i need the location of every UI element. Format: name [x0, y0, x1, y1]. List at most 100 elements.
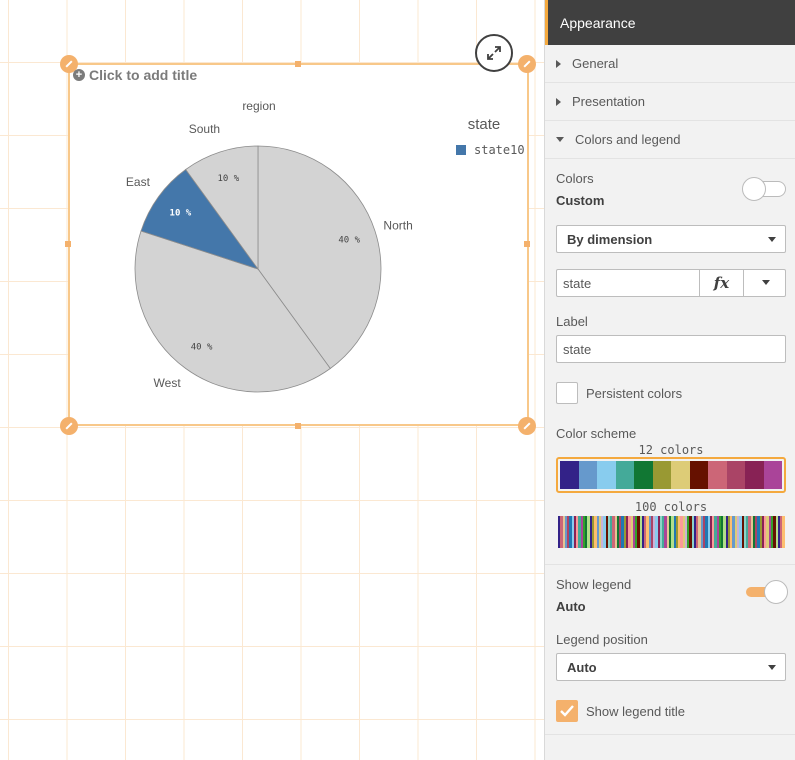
resize-handle-top-left[interactable] [60, 55, 78, 73]
scheme-color-stripe [619, 516, 622, 548]
section-general-label: General [572, 56, 619, 71]
fx-icon: fx [713, 274, 730, 292]
scheme-color-stripe [578, 461, 597, 489]
scheme-color-stripe [718, 516, 722, 548]
persistent-colors-checkbox[interactable] [556, 382, 578, 404]
scheme-color-stripe [560, 461, 579, 489]
scheme-color-stripe [708, 461, 727, 489]
scheme-color-stripe [730, 516, 733, 548]
resize-handle-bottom-left[interactable] [60, 417, 78, 435]
section-presentation[interactable]: Presentation [545, 83, 795, 121]
caret-right-icon [556, 59, 561, 68]
color-scheme-title: Color scheme [556, 426, 637, 441]
label-title: Label [556, 314, 588, 329]
label-input[interactable]: state [556, 335, 786, 363]
legend-position-dropdown[interactable]: Auto [556, 653, 786, 681]
resize-handle-top[interactable] [295, 61, 301, 67]
scheme-color-stripe [780, 516, 783, 548]
section-colors-label: Colors and legend [575, 132, 681, 147]
scheme-color-stripe [653, 516, 656, 548]
scheme-color-stripe [716, 516, 719, 548]
chart-title-placeholder[interactable]: + Click to add title [73, 67, 197, 83]
scheme-color-stripe [589, 516, 592, 548]
scheme-color-stripe [659, 516, 663, 548]
legend-title: state [468, 116, 501, 133]
scheme-color-stripe [745, 461, 764, 489]
scheme-color-stripe [646, 516, 649, 548]
section-presentation-label: Presentation [572, 94, 645, 109]
scheme-color-stripe [782, 516, 785, 548]
scheme-color-stripe [755, 516, 758, 548]
pie-slice-north[interactable] [257, 145, 382, 370]
scheme-color-stripe [596, 516, 599, 548]
label-input-value: state [563, 341, 592, 357]
scheme-color-stripe [703, 516, 706, 548]
scheme-color-stripe [637, 516, 640, 548]
sheet-canvas: + Click to add title region 40 % North 40 … [0, 0, 544, 760]
scheme-color-stripe [705, 516, 708, 548]
colors-auto-toggle[interactable] [742, 177, 786, 201]
caret-right-icon [556, 97, 561, 106]
scheme-100-caption: 100 colors [634, 500, 708, 514]
legend-swatch [456, 145, 466, 155]
color-by-dropdown[interactable]: By dimension [556, 225, 786, 253]
color-scheme-12[interactable] [556, 457, 786, 493]
resize-handle-bottom[interactable] [295, 423, 301, 429]
scheme-color-stripe [576, 516, 579, 548]
section-colors-and-legend[interactable]: Colors and legend [545, 121, 795, 159]
show-legend-title-checkbox[interactable] [556, 700, 578, 722]
color-by-value: By dimension [567, 231, 653, 247]
scheme-color-stripe [689, 516, 692, 548]
scheme-color-stripe [664, 516, 667, 548]
scheme-color-stripe [773, 516, 776, 548]
scheme-color-stripe [734, 516, 737, 548]
pie-slice-south[interactable] [185, 145, 259, 271]
resize-handle-left[interactable] [65, 241, 71, 247]
scheme-color-stripe [764, 516, 767, 548]
checkmark-icon [560, 705, 574, 717]
show-legend-toggle[interactable] [746, 580, 788, 604]
chart-title-text: Click to add title [89, 67, 198, 83]
pie-slice-west[interactable] [134, 230, 331, 393]
resize-handle-bottom-right[interactable] [518, 417, 536, 435]
chart-dimension-title: region [242, 99, 275, 113]
scheme-color-stripe [578, 516, 581, 548]
dimension-field[interactable]: state fx [556, 269, 786, 297]
scheme-color-stripe [571, 516, 574, 548]
resize-handle-right[interactable] [524, 241, 530, 247]
pie-slice-label-south: South [189, 122, 220, 136]
scheme-color-stripe [750, 516, 753, 548]
scheme-color-stripe [648, 516, 651, 548]
scheme-12-caption: 12 colors [638, 443, 704, 457]
scheme-color-stripe [693, 516, 697, 548]
scheme-color-stripe [558, 516, 561, 548]
scheme-color-stripe [725, 516, 728, 548]
scheme-color-stripe [662, 516, 665, 548]
scheme-color-stripe [770, 516, 774, 548]
scheme-color-stripe [591, 516, 595, 548]
scheme-color-stripe [759, 516, 762, 548]
color-scheme-100[interactable] [556, 514, 786, 550]
pie-slice-value-north: 40 % [338, 235, 360, 245]
section-general[interactable]: General [545, 45, 795, 83]
show-legend-title-label: Show legend title [586, 704, 686, 719]
persistent-colors-label: Persistent colors [586, 386, 683, 401]
scheme-color-stripe [632, 516, 636, 548]
scheme-color-stripe [614, 516, 617, 548]
scheme-color-stripe [625, 516, 629, 548]
scheme-color-stripe [582, 516, 586, 548]
expand-button[interactable] [475, 34, 513, 72]
scheme-color-stripe [639, 516, 642, 548]
expression-button[interactable]: fx [699, 269, 743, 297]
panel-header[interactable]: Appearance [545, 0, 795, 45]
legend-position-value: Auto [567, 659, 597, 675]
expand-icon [487, 46, 501, 60]
pie-slice-east[interactable] [140, 168, 260, 270]
pie-slice-value-south: 10 % [218, 174, 240, 184]
legend-item-label[interactable]: state10 [474, 143, 525, 157]
resize-handle-top-right[interactable] [518, 55, 536, 73]
scheme-color-stripe [669, 516, 672, 548]
scheme-color-stripe [573, 516, 577, 548]
field-dropdown-button[interactable] [743, 269, 786, 297]
scheme-color-stripe [657, 516, 660, 548]
